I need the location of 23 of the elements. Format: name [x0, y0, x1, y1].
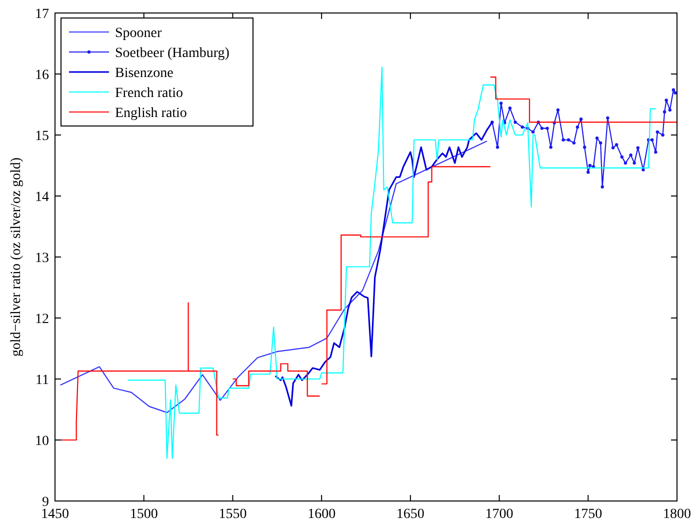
y-tick-label: 11 [36, 373, 49, 388]
y-tick-label: 15 [35, 129, 49, 144]
legend-label: English ratio [115, 106, 187, 121]
x-tick-label: 1500 [130, 507, 158, 522]
x-tick-label: 1800 [663, 507, 691, 522]
x-tick-label: 1600 [308, 507, 336, 522]
y-tick-label: 17 [35, 7, 49, 22]
y-tick-label: 10 [35, 434, 49, 449]
legend-label: Spooner [115, 26, 162, 41]
x-tick-label: 1750 [574, 507, 602, 522]
y-tick-label: 16 [35, 68, 49, 83]
legend-label: Soetbeer (Hamburg) [115, 46, 230, 61]
y-tick-label: 9 [42, 495, 49, 510]
x-tick-label: 1450 [41, 507, 69, 522]
y-tick-label: 12 [35, 312, 49, 327]
legend-label: Bisenzone [115, 66, 174, 81]
legend-label: French ratio [115, 86, 184, 101]
y-tick-label: 13 [35, 251, 49, 266]
x-tick-label: 1550 [218, 507, 247, 522]
y-axis-title: gold−silver ratio (oz silver/oz gold) [9, 157, 24, 357]
y-tick-label: 14 [35, 190, 49, 205]
x-tick-label: 1700 [485, 507, 514, 522]
x-tick-label: 1650 [396, 507, 424, 522]
